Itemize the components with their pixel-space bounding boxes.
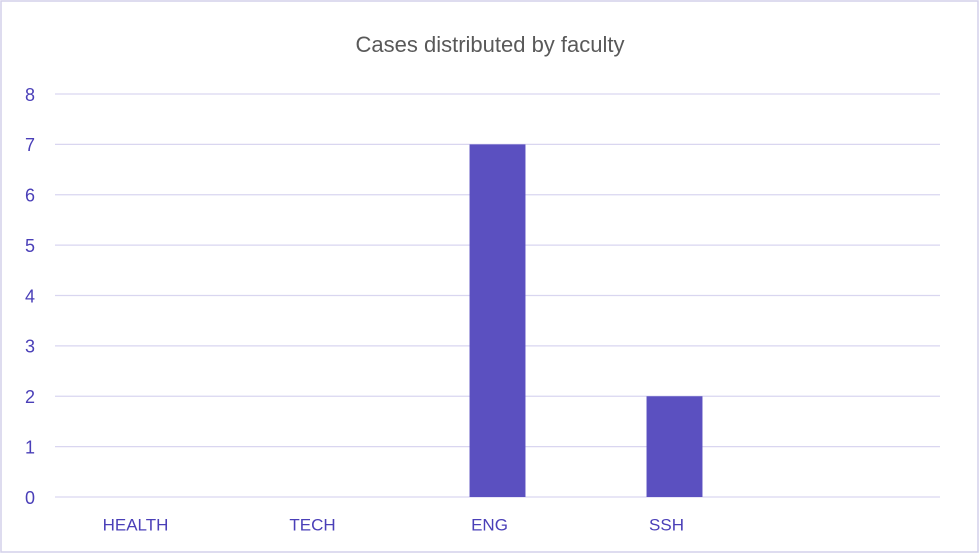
y-tick-label: 8 — [25, 85, 35, 105]
bar — [646, 396, 703, 497]
y-tick-label: 4 — [25, 286, 35, 306]
y-tick-label: 5 — [25, 236, 35, 256]
chart-title: Cases distributed by faculty — [355, 32, 624, 57]
x-tick-label: TECH — [289, 515, 335, 534]
y-tick-label: 2 — [25, 387, 35, 407]
x-tick-label: ENG — [471, 515, 508, 534]
x-tick-label: SSH — [649, 515, 684, 534]
y-tick-label: 0 — [25, 488, 35, 508]
y-tick-label: 7 — [25, 135, 35, 155]
x-tick-label: HEALTH — [103, 515, 169, 534]
bar — [469, 144, 526, 497]
y-tick-label: 3 — [25, 337, 35, 357]
y-tick-label: 1 — [25, 437, 35, 457]
y-tick-label: 6 — [25, 186, 35, 206]
